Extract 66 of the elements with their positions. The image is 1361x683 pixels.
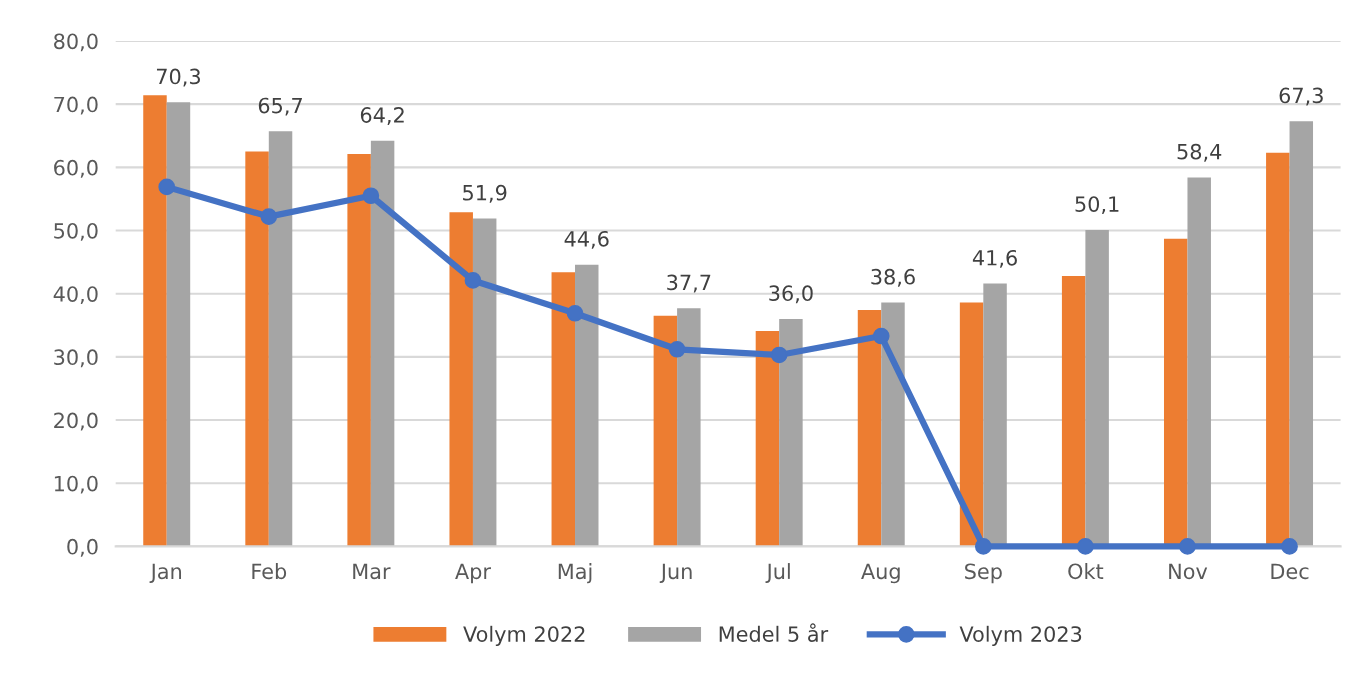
data-label: 58,4 [1177, 143, 1222, 162]
x-tick-label: Jan [149, 563, 182, 584]
legend-label: Volym 2022 [463, 625, 585, 646]
bar [143, 95, 167, 547]
point [464, 272, 482, 289]
x-tick-label: Maj [558, 563, 592, 584]
point [1179, 538, 1196, 555]
bar [677, 308, 701, 547]
data-label: 41,6 [972, 249, 1017, 268]
bar [449, 212, 473, 547]
x-tick-label: Dec [1271, 563, 1309, 580]
data-label: 51,9 [463, 184, 507, 203]
data-label: 38,6 [871, 268, 915, 287]
point [974, 538, 992, 555]
y-tick-label: 0,0 [67, 538, 98, 557]
bar [166, 102, 191, 547]
bar [857, 310, 882, 547]
legend-label: Volym 2023 [959, 625, 1082, 646]
bar [881, 302, 905, 547]
point [566, 304, 584, 322]
point [158, 178, 176, 196]
bar [755, 330, 780, 547]
data-label: 64,2 [360, 107, 404, 125]
y-tick-label: 80,0 [54, 33, 98, 52]
bar [653, 315, 678, 547]
data-label: 70,3 [156, 68, 200, 87]
bar [1289, 121, 1314, 547]
x-tick-label: Nov [1169, 563, 1208, 580]
y-tick-label: 20,0 [54, 412, 98, 431]
x-tick-label: Jun [659, 563, 692, 584]
bar [245, 151, 269, 547]
bar [575, 264, 599, 547]
data-label: 44,6 [564, 230, 609, 249]
y-tick-label: 30,0 [54, 349, 98, 368]
x-tick-label: Jul [765, 563, 790, 584]
data-label: 36,0 [769, 285, 813, 304]
x-tick-label: Mar [353, 563, 391, 580]
bar [779, 318, 803, 547]
x-tick-label: Aug [861, 563, 900, 584]
x-tick-label: Okt [1068, 563, 1104, 580]
point [668, 340, 686, 358]
point [1077, 538, 1094, 555]
bar [959, 302, 984, 547]
data-label: 65,7 [258, 97, 302, 116]
point [362, 187, 380, 205]
data-label: 50,1 [1075, 196, 1119, 215]
bar [268, 131, 293, 547]
point [872, 327, 890, 345]
y-tick-label: 60,0 [54, 159, 98, 178]
x-tick-label: Feb [252, 563, 287, 580]
data-label: 67,3 [1279, 87, 1323, 106]
bar [551, 272, 576, 547]
y-tick-label: 40,0 [53, 286, 98, 305]
bar [370, 140, 395, 547]
y-tick-label: 70,0 [54, 96, 98, 115]
y-tick-label: 50,0 [54, 222, 98, 241]
bar [472, 218, 497, 547]
x-tick-label: Apr [455, 563, 491, 584]
bar [347, 154, 371, 547]
x-tick-label: Sep [965, 563, 1002, 584]
y-tick-label: 10,0 [54, 475, 98, 494]
data-label: 37,7 [667, 274, 711, 293]
legend-label: Medel 5 år [719, 623, 829, 642]
point [1281, 538, 1298, 555]
point [260, 208, 278, 225]
point [770, 346, 788, 364]
